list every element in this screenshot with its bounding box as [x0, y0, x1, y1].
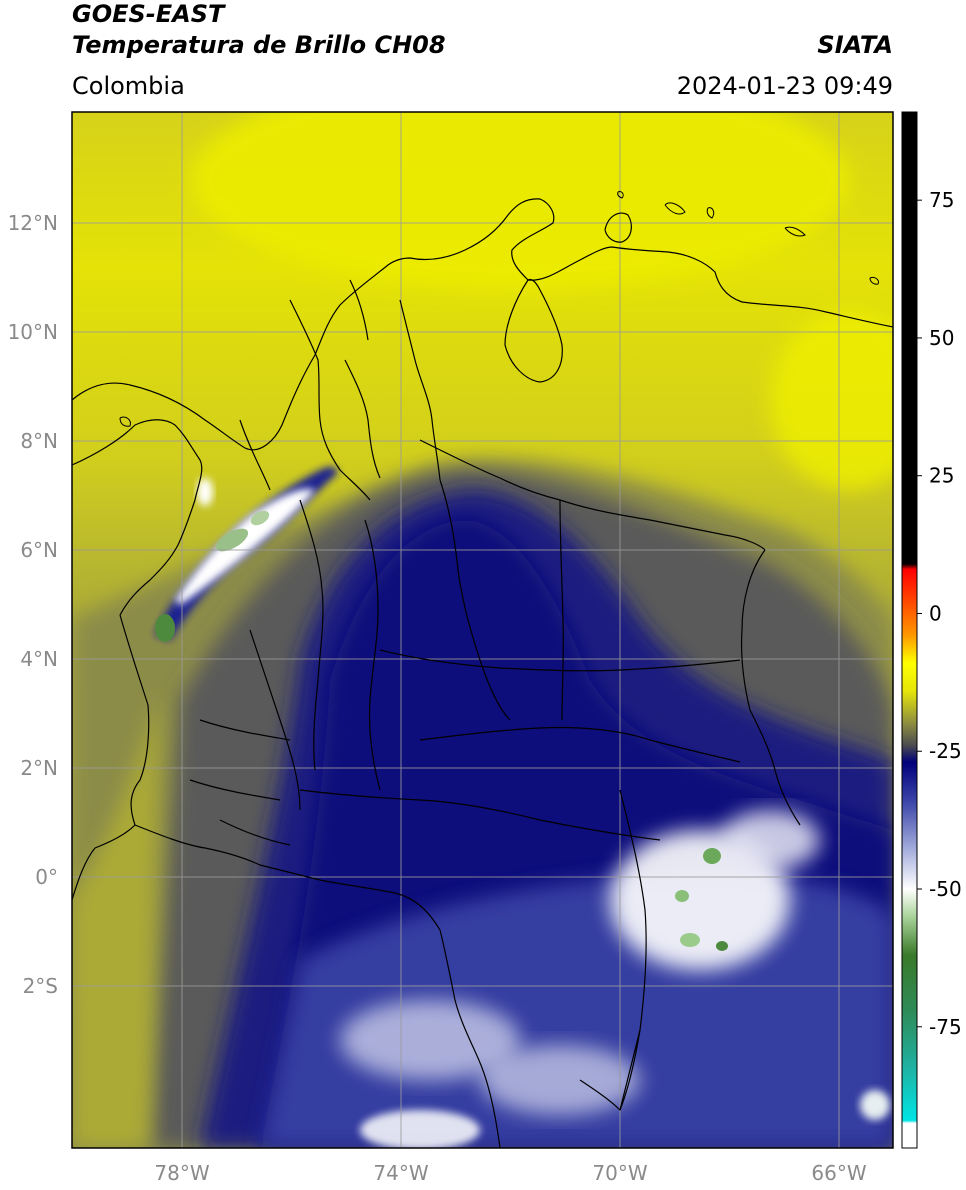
small-islands: [119, 191, 879, 427]
lat-label-2s: 2°S: [23, 974, 58, 998]
colorbar-tick-label: 0: [929, 601, 942, 625]
colorbar-tick-label: 50: [929, 326, 954, 350]
lat-label-8n: 8°N: [20, 429, 58, 453]
colorbar-tick-label: -50: [929, 877, 962, 901]
lat-label-6n: 6°N: [20, 538, 58, 562]
lon-label-66w: 66°W: [811, 1161, 866, 1185]
title-product: Temperatura de Brillo CH08: [72, 31, 446, 59]
colorbar-tick-label: 25: [929, 464, 954, 488]
political-borders: [72, 198, 893, 1148]
colorbar-fill: [902, 112, 917, 1148]
lon-label-74w: 74°W: [373, 1161, 428, 1185]
colorbar: 75 50 25 0 -25 -50 -75: [901, 111, 962, 1149]
lat-label-0: 0°: [35, 865, 58, 889]
region-label: Colombia: [72, 72, 185, 100]
lat-label-12n: 12°N: [8, 211, 58, 235]
title-satellite: GOES-EAST: [72, 0, 225, 28]
graticule: [72, 112, 893, 1148]
lon-label-70w: 70°W: [592, 1161, 647, 1185]
colorbar-tick-label: -25: [929, 739, 962, 763]
brand-label: SIATA: [817, 31, 893, 59]
brightness-temperature-field: [72, 112, 893, 1148]
colorbar-tick-label: -75: [929, 1015, 962, 1039]
timestamp-label: 2024-01-23 09:49: [676, 72, 893, 100]
lon-axis: 78°W 74°W 70°W 66°W: [154, 1161, 866, 1185]
lat-label-4n: 4°N: [20, 647, 58, 671]
lat-axis: 12°N 10°N 8°N 6°N 4°N 2°N 0° 2°S: [8, 211, 58, 998]
colorbar-tick-label: 75: [929, 188, 954, 212]
lat-label-2n: 2°N: [20, 756, 58, 780]
lat-label-10n: 10°N: [8, 320, 58, 344]
lon-label-78w: 78°W: [154, 1161, 209, 1185]
map-frame: [71, 111, 894, 1149]
colorbar-frame: [901, 111, 918, 1149]
